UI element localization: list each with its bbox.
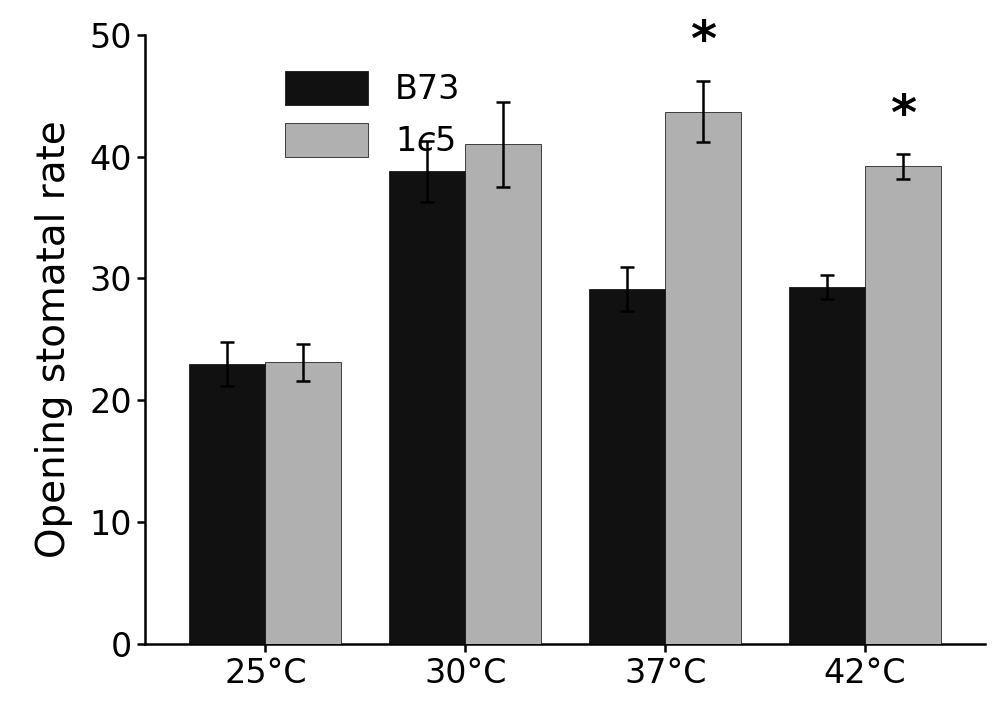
Text: *: * <box>890 92 916 140</box>
Y-axis label: Opening stomatal rate: Opening stomatal rate <box>35 121 73 558</box>
Bar <box>465 145 541 644</box>
Bar <box>665 111 741 644</box>
Bar <box>389 171 465 644</box>
Bar <box>589 289 665 644</box>
Bar <box>865 166 941 644</box>
Legend: B73, $\mathit{1c5}$: B73, $\mathit{1c5}$ <box>271 58 473 171</box>
Bar <box>265 362 341 644</box>
Text: *: * <box>690 18 716 66</box>
Bar <box>789 287 865 644</box>
Bar <box>189 364 265 644</box>
